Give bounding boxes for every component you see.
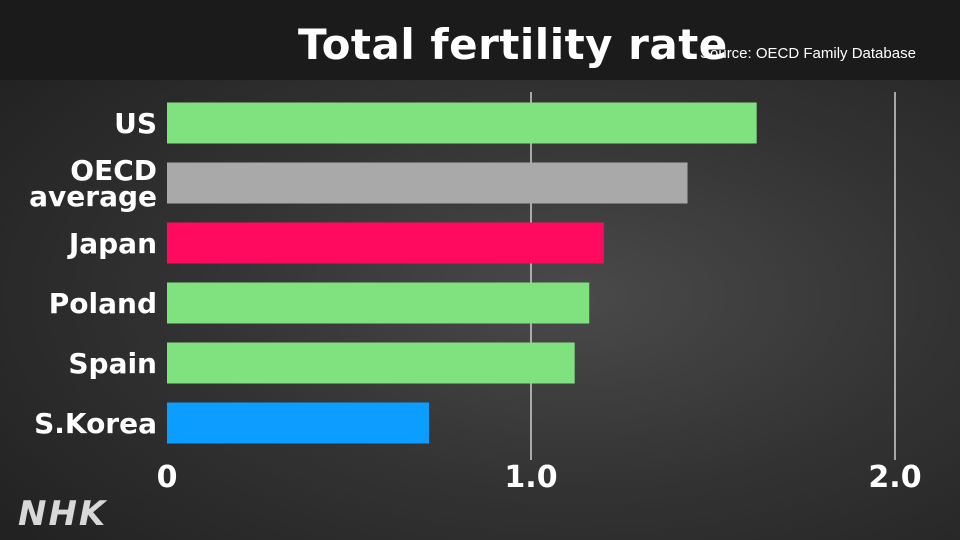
x-tick-label-2: 2.0 bbox=[868, 460, 921, 495]
header-bar: Total fertility rate Source: OECD Family… bbox=[0, 0, 960, 80]
category-label-oecd-average: OECD average bbox=[29, 154, 157, 213]
x-tick-label-1: 1.0 bbox=[504, 460, 557, 495]
bar-poland bbox=[167, 282, 590, 324]
bar-japan bbox=[167, 222, 604, 264]
bar-spain bbox=[167, 342, 575, 384]
nhk-logo: NHK bbox=[18, 494, 108, 534]
bar-s-korea bbox=[167, 402, 430, 444]
chart-title: Total fertility rate bbox=[298, 20, 728, 69]
x-tick-label-0: 0 bbox=[157, 460, 178, 495]
category-label-us: US bbox=[114, 107, 157, 140]
category-label-poland: Poland bbox=[49, 287, 157, 320]
category-label-spain: Spain bbox=[68, 347, 157, 380]
category-label-s-korea: S.Korea bbox=[34, 407, 157, 440]
bar-us bbox=[167, 102, 757, 144]
category-label-japan: Japan bbox=[67, 227, 157, 260]
source-note: Source: OECD Family Database bbox=[700, 45, 916, 62]
bar-oecd-average bbox=[167, 162, 688, 204]
